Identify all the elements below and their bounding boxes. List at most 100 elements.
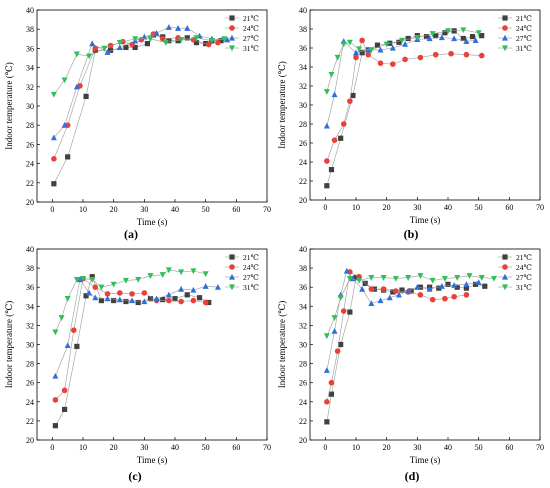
series-1 xyxy=(324,28,485,189)
data-point xyxy=(129,291,135,297)
y-tick-label: 30 xyxy=(26,102,34,111)
data-point xyxy=(417,273,424,279)
y-tick-label: 22 xyxy=(26,179,34,188)
series-2 xyxy=(324,269,470,405)
data-point xyxy=(64,296,71,302)
data-point xyxy=(73,51,80,58)
series-4 xyxy=(50,35,228,98)
data-point xyxy=(346,276,353,282)
data-point xyxy=(390,289,396,295)
data-point xyxy=(190,297,197,304)
data-point xyxy=(368,300,375,307)
data-point xyxy=(215,39,221,46)
data-point xyxy=(442,295,448,302)
y-tick-label: 36 xyxy=(299,283,307,292)
legend-marker xyxy=(229,45,235,52)
data-point xyxy=(175,38,181,44)
data-point xyxy=(479,33,485,39)
data-point xyxy=(466,273,473,279)
data-point xyxy=(445,28,451,35)
panel-label: (a) xyxy=(124,227,138,241)
data-point xyxy=(402,56,408,63)
y-tick-label: 22 xyxy=(26,417,34,426)
y-tick-label: 32 xyxy=(299,82,307,91)
x-tick-label: 40 xyxy=(171,205,179,214)
x-tick-label: 10 xyxy=(79,443,87,452)
data-point xyxy=(451,28,457,34)
panel-label: (b) xyxy=(404,227,419,241)
y-tick-label: 24 xyxy=(26,160,34,169)
data-point xyxy=(408,288,414,294)
data-point xyxy=(331,137,338,143)
data-point xyxy=(61,77,68,84)
data-point xyxy=(178,285,185,292)
data-point xyxy=(328,72,335,78)
legend-label: 21℃ xyxy=(516,253,532,262)
x-tick-label: 50 xyxy=(475,443,483,452)
data-point xyxy=(429,296,436,303)
x-tick-label: 10 xyxy=(79,205,87,214)
data-point xyxy=(104,295,111,302)
legend-label: 24℃ xyxy=(516,263,532,272)
data-point xyxy=(166,297,172,304)
x-tick-label: 20 xyxy=(383,443,391,452)
data-point xyxy=(451,35,458,42)
data-point xyxy=(338,341,344,348)
series-line xyxy=(326,37,476,126)
x-tick-label: 70 xyxy=(263,443,271,452)
legend-label: 21℃ xyxy=(243,14,259,23)
data-point xyxy=(202,283,209,289)
series-1 xyxy=(52,274,212,429)
series-2 xyxy=(324,37,485,164)
data-point xyxy=(433,33,439,39)
chart-panel-2: 20 22 24 26 28 30 32 34 36 38 40 0 10 20 30 40 50 60 70 Tim… xyxy=(277,6,544,241)
data-point xyxy=(86,53,93,60)
series-line xyxy=(55,269,206,333)
y-tick-label: 20 xyxy=(26,198,34,207)
series-line xyxy=(53,26,228,138)
data-point xyxy=(89,40,96,47)
data-point xyxy=(160,297,166,303)
data-point xyxy=(178,298,184,305)
legend-label: 31℃ xyxy=(516,44,532,53)
series-line xyxy=(55,278,218,377)
data-point xyxy=(463,281,470,287)
data-point xyxy=(178,37,185,43)
y-tick-label: 32 xyxy=(26,83,34,92)
data-point xyxy=(374,42,381,48)
data-point xyxy=(83,293,89,299)
y-tick-label: 34 xyxy=(299,63,307,72)
data-point xyxy=(206,299,212,306)
data-point xyxy=(460,35,466,42)
data-point xyxy=(98,284,105,291)
data-point xyxy=(405,35,411,42)
data-point xyxy=(359,285,366,292)
data-point xyxy=(451,293,457,300)
x-axis-label: Time (s) xyxy=(137,455,167,465)
series-4 xyxy=(52,267,209,336)
x-tick-label: 40 xyxy=(171,443,179,452)
data-point xyxy=(454,275,461,281)
data-point xyxy=(116,296,123,303)
y-tick-label: 36 xyxy=(299,44,307,53)
series-3 xyxy=(323,34,479,129)
data-point xyxy=(414,34,421,41)
y-tick-label: 30 xyxy=(299,101,307,110)
data-point xyxy=(405,275,412,281)
data-point xyxy=(184,35,190,41)
data-point xyxy=(377,60,384,66)
x-tick-label: 60 xyxy=(505,443,513,452)
legend-marker xyxy=(502,273,508,280)
data-point xyxy=(214,284,221,290)
x-tick-label: 60 xyxy=(232,205,240,214)
y-tick-label: 38 xyxy=(26,25,34,34)
y-tick-label: 38 xyxy=(26,264,34,273)
data-point xyxy=(324,183,330,189)
data-point xyxy=(92,284,99,291)
data-point xyxy=(205,41,212,48)
y-tick-label: 32 xyxy=(299,321,307,330)
x-tick-label: 50 xyxy=(475,203,483,212)
panel-label: (d) xyxy=(405,469,420,483)
data-point xyxy=(463,38,470,44)
data-point xyxy=(426,35,433,42)
